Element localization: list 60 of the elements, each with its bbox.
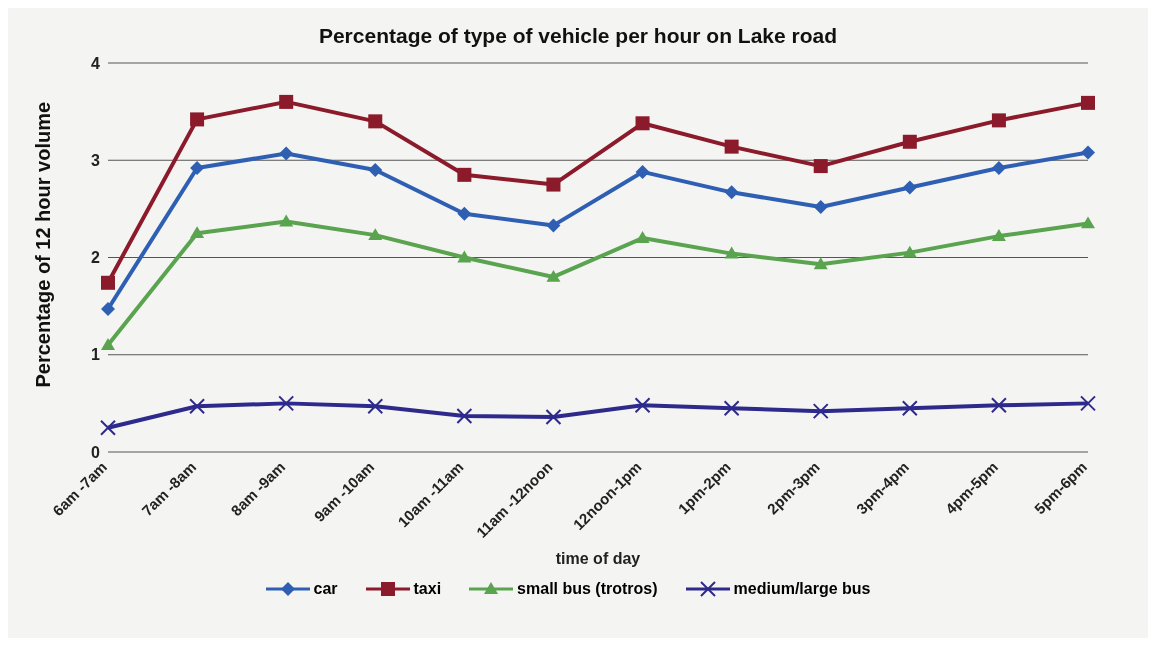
point [457, 250, 472, 263]
point [101, 338, 115, 350]
y-tick-label: 4 [91, 54, 101, 72]
legend-label: medium/large bus [733, 580, 871, 598]
point [813, 159, 828, 174]
point [724, 185, 739, 200]
point [635, 116, 650, 131]
point [367, 398, 384, 415]
point [901, 400, 918, 417]
point [1081, 216, 1095, 229]
point [991, 161, 1006, 176]
point [279, 146, 294, 161]
legend-label: small bus (trotros) [517, 580, 658, 598]
point [456, 408, 473, 425]
point [991, 113, 1006, 128]
point [902, 134, 917, 149]
y-axis-title: Percentage of 12 hour volume [32, 101, 55, 388]
point [724, 246, 739, 259]
y-tick-label: 2 [91, 249, 101, 267]
point [546, 177, 561, 192]
point [1081, 145, 1095, 160]
point [368, 228, 383, 241]
point [545, 408, 562, 425]
point [190, 112, 205, 127]
point [812, 403, 829, 420]
legend-label: car [313, 580, 338, 598]
point [634, 397, 651, 414]
point [457, 167, 472, 182]
point [813, 199, 828, 214]
point [368, 114, 383, 129]
point [724, 139, 739, 154]
y-tick-label: 1 [91, 346, 101, 364]
point [101, 302, 115, 317]
point [635, 164, 650, 179]
point [278, 395, 295, 412]
point [902, 180, 917, 195]
point [457, 206, 472, 221]
point [902, 245, 917, 258]
point [1081, 95, 1095, 110]
y-tick-label: 3 [91, 151, 101, 169]
point [368, 162, 383, 177]
x-axis-title: time of day [555, 550, 641, 567]
y-tick-label: 0 [91, 443, 101, 461]
point [990, 397, 1007, 414]
point [100, 419, 116, 436]
legend-label: taxi [413, 580, 442, 598]
chart-title: Percentage of type of vehicle per hour on Lake road [317, 23, 839, 48]
point [189, 398, 206, 415]
point [279, 214, 294, 227]
point [546, 218, 561, 233]
point [813, 257, 828, 270]
point [1080, 395, 1096, 412]
point [635, 231, 650, 243]
point [101, 275, 115, 290]
point [991, 229, 1006, 241]
point [546, 269, 561, 282]
point [190, 226, 205, 239]
point [279, 94, 294, 109]
point [723, 400, 740, 417]
point [190, 161, 205, 176]
